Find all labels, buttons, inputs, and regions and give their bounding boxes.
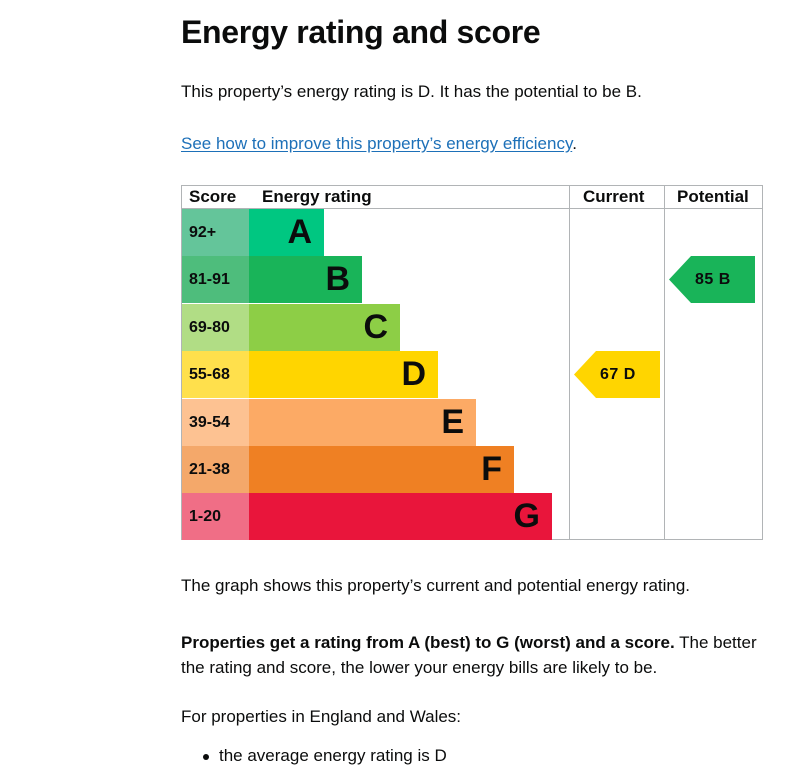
improve-efficiency-link[interactable]: See how to improve this property’s energ… <box>181 134 573 153</box>
current-column-divider <box>569 186 570 539</box>
potential-column-divider <box>664 186 665 539</box>
band-bar-g: G <box>249 493 552 541</box>
band-letter-a: A <box>287 213 312 251</box>
england-wales-intro: For properties in England and Wales: <box>181 707 462 726</box>
header-score: Score <box>189 187 237 206</box>
band-score-c: 69-80 <box>182 303 249 351</box>
ratings-explanation-rest: The better the rating and score, the low… <box>181 633 757 677</box>
band-score-a: 92+ <box>182 209 249 256</box>
energy-rating-graph: Score Energy rating Current Potential 92… <box>181 185 763 541</box>
ratings-explanation-bold: Properties get a rating from A (best) to… <box>181 633 675 652</box>
band-letter-g: G <box>513 497 540 536</box>
band-score-f: 21-38 <box>182 446 249 493</box>
rating-intro: This property’s energy rating is D. It h… <box>181 82 642 101</box>
band-score-g: 1-20 <box>182 493 249 541</box>
header-current: Current <box>583 187 645 206</box>
current-rating-arrow-label: 67 D <box>600 366 636 384</box>
potential-rating-arrow: 85 B <box>669 256 755 304</box>
improve-link-paragraph: See how to improve this property’s energ… <box>181 134 577 154</box>
band-score-e: 39-54 <box>182 398 249 446</box>
band-bar-c: C <box>249 303 400 351</box>
band-letter-c: C <box>363 307 388 346</box>
band-bar-f: F <box>249 446 514 493</box>
band-bar-d: D <box>249 351 438 399</box>
page-title: Energy rating and score <box>181 14 541 50</box>
band-bar-e: E <box>249 398 476 446</box>
averages-list: the average energy rating is D <box>181 746 447 766</box>
band-letter-e: E <box>441 402 464 441</box>
band-letter-b: B <box>325 260 350 299</box>
potential-rating-arrow-label: 85 B <box>695 271 731 289</box>
current-rating-arrow: 67 D <box>574 351 660 399</box>
link-suffix: . <box>572 134 577 153</box>
band-letter-f: F <box>481 450 502 488</box>
graph-header: Score Energy rating Current Potential <box>182 186 762 209</box>
band-score-b: 81-91 <box>182 256 249 304</box>
band-letter-d: D <box>401 355 426 394</box>
ratings-explanation: Properties get a rating from A (best) to… <box>181 630 771 680</box>
graph-description: The graph shows this property’s current … <box>181 576 691 595</box>
header-energy-rating: Energy rating <box>262 187 372 206</box>
band-bar-a: A <box>249 209 324 256</box>
header-potential: Potential <box>677 187 749 206</box>
band-score-d: 55-68 <box>182 351 249 399</box>
band-bar-b: B <box>249 256 362 304</box>
list-item: the average energy rating is D <box>181 746 447 766</box>
